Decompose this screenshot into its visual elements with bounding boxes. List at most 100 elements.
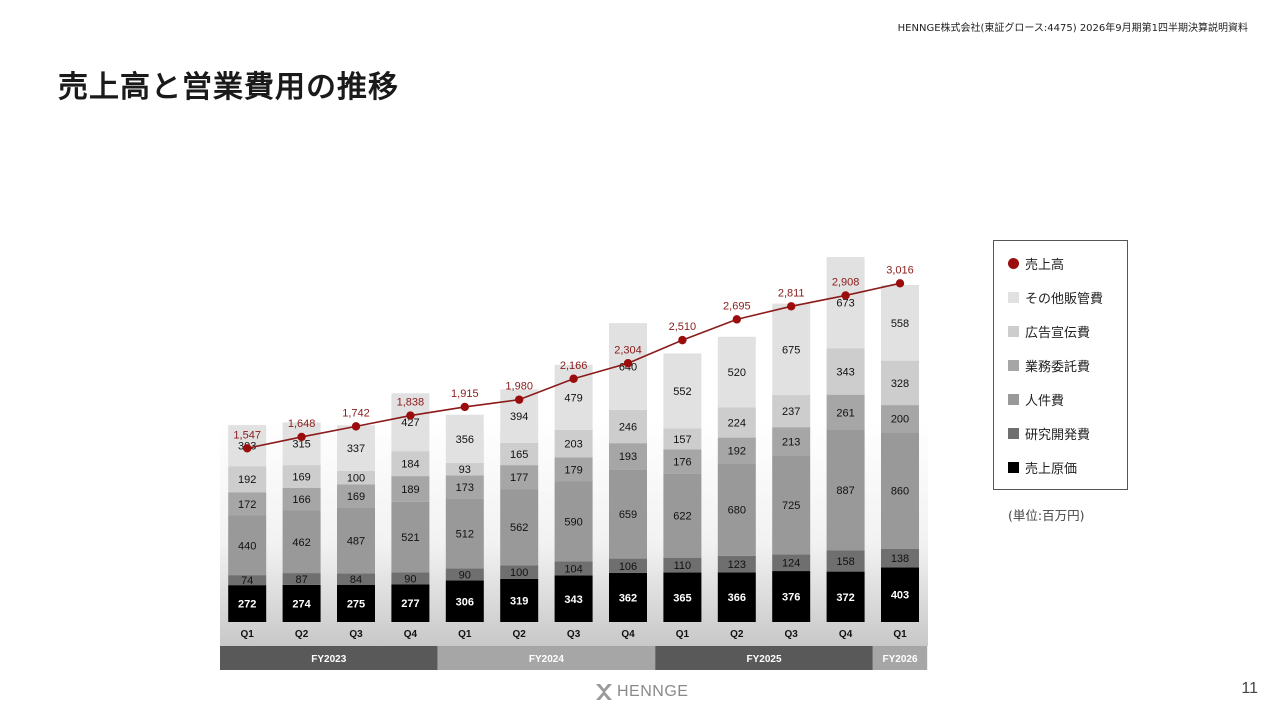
legend-item-personnel: 人件費 xyxy=(1008,390,1064,409)
legend-marker-outsourcing xyxy=(1008,359,1019,371)
page-number: 11 xyxy=(1241,680,1258,697)
data-label-outsourcing: 176 xyxy=(673,456,691,468)
bar-outsourcing xyxy=(337,484,375,508)
legend-label: 売上原価 xyxy=(1025,461,1078,477)
data-label-personnel: 622 xyxy=(673,510,691,522)
bar-outsourcing xyxy=(826,394,865,430)
revenue-point xyxy=(351,422,361,431)
bar-outsourcing xyxy=(391,476,430,502)
data-label-advertising: 203 xyxy=(564,438,582,450)
data-label-other_sga: 427 xyxy=(401,417,419,429)
x-tick-label: Q3 xyxy=(785,629,799,640)
fiscal-year-label: FY2025 xyxy=(746,654,781,665)
data-label-advertising: 224 xyxy=(728,417,746,429)
data-label-cogs: 372 xyxy=(836,592,854,604)
legend-label: 研究開発費 xyxy=(1025,427,1091,443)
legend-item-advertising: 広告宣伝費 xyxy=(1008,322,1090,341)
bar-rnd xyxy=(282,573,321,585)
data-label-rnd: 106 xyxy=(619,561,637,573)
data-label-cogs: 365 xyxy=(673,592,691,604)
bar-personnel xyxy=(500,489,539,566)
x-tick-label: Q1 xyxy=(676,629,690,640)
bar-rnd xyxy=(337,573,375,585)
bar-outsourcing xyxy=(772,427,811,457)
data-label-outsourcing: 166 xyxy=(292,494,310,506)
bar-outsourcing xyxy=(663,449,702,474)
x-tick-label: Q4 xyxy=(839,629,853,640)
bar-cogs xyxy=(663,572,702,622)
revenue-point xyxy=(460,402,469,412)
bar-other_sga xyxy=(391,393,430,452)
data-label-outsourcing: 200 xyxy=(891,414,909,426)
bar-outsourcing xyxy=(445,475,484,499)
data-label-outsourcing: 172 xyxy=(238,499,256,511)
data-label-outsourcing: 192 xyxy=(728,446,746,458)
bar-advertising xyxy=(337,470,375,485)
data-label-personnel: 487 xyxy=(347,535,365,547)
data-label-cogs: 275 xyxy=(347,598,365,610)
data-label-outsourcing: 213 xyxy=(782,437,800,449)
data-label-personnel: 887 xyxy=(836,485,854,497)
legend-marker-advertising xyxy=(1008,325,1019,337)
data-label-advertising: 192 xyxy=(238,474,256,486)
bar-rnd xyxy=(717,555,756,573)
bar-cogs xyxy=(826,571,865,622)
bar-cogs xyxy=(337,584,375,622)
data-label-personnel: 462 xyxy=(292,537,310,549)
bar-rnd xyxy=(881,548,919,568)
data-label-advertising: 100 xyxy=(347,473,365,485)
data-label-cogs: 306 xyxy=(456,596,474,608)
fiscal-year-band xyxy=(655,646,873,670)
fiscal-year-band xyxy=(872,646,928,670)
bar-personnel xyxy=(826,429,865,551)
bar-rnd xyxy=(500,565,539,579)
bar-cogs xyxy=(609,572,647,622)
data-label-cogs: 343 xyxy=(564,594,582,606)
legend-label: その他販管費 xyxy=(1025,291,1104,307)
data-label-cogs: 366 xyxy=(728,592,746,604)
data-label-outsourcing: 179 xyxy=(564,464,582,476)
data-label-outsourcing: 193 xyxy=(619,451,637,463)
bar-other_sga xyxy=(663,353,702,429)
bar-cogs xyxy=(282,584,321,622)
revenue-point xyxy=(406,411,415,420)
data-label-advertising: 169 xyxy=(292,472,310,484)
bar-advertising xyxy=(772,395,811,428)
bar-advertising xyxy=(282,465,321,488)
bar-other_sga xyxy=(826,256,865,349)
bar-rnd xyxy=(609,558,647,573)
revenue-point xyxy=(515,395,524,404)
x-tick-label: Q2 xyxy=(295,629,309,640)
bar-advertising xyxy=(663,428,702,450)
revenue-point xyxy=(732,315,741,324)
bar-personnel xyxy=(282,510,321,574)
data-label-rnd: 100 xyxy=(510,567,528,579)
bar-advertising xyxy=(445,462,484,476)
revenue-label: 2,811 xyxy=(778,287,805,299)
data-label-other_sga: 337 xyxy=(347,443,365,455)
data-label-cogs: 319 xyxy=(510,595,528,607)
x-tick-label: Q3 xyxy=(567,629,581,640)
bar-advertising xyxy=(500,442,539,466)
fiscal-year-band xyxy=(437,646,656,670)
revenue-point xyxy=(841,291,850,300)
data-label-cogs: 403 xyxy=(891,590,909,602)
revenue-label: 1,742 xyxy=(342,407,370,419)
data-label-other_sga: 675 xyxy=(782,344,800,356)
bar-other_sga xyxy=(445,414,484,463)
bar-cogs xyxy=(554,575,593,622)
legend-label: 業務委託費 xyxy=(1025,359,1091,375)
revenue-label: 3,016 xyxy=(886,264,914,276)
bar-outsourcing xyxy=(228,492,267,516)
bar-personnel xyxy=(554,481,593,562)
data-label-personnel: 590 xyxy=(564,516,582,528)
x-tick-label: Q1 xyxy=(241,629,255,640)
data-label-cogs: 277 xyxy=(401,598,419,610)
data-label-advertising: 93 xyxy=(459,464,471,476)
logo-text: HENNGE xyxy=(617,683,689,700)
revenue-point xyxy=(787,302,796,311)
fiscal-year-band xyxy=(220,646,438,670)
revenue-label: 2,908 xyxy=(832,276,860,288)
bar-rnd xyxy=(445,568,484,581)
